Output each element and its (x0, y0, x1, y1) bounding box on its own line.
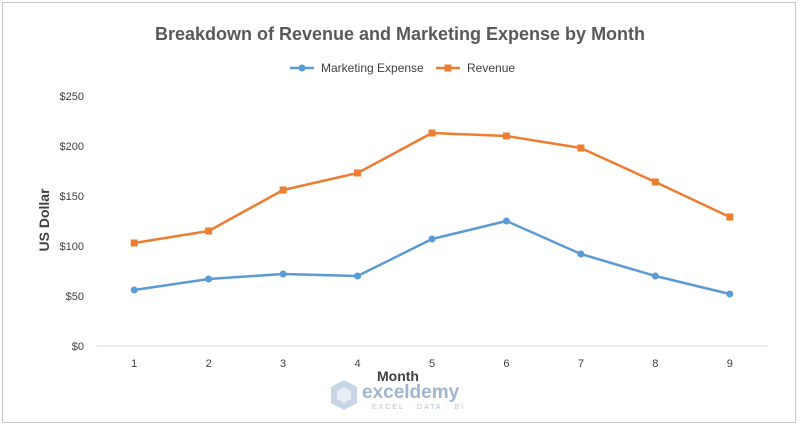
y-axis-ticks: $0 $50 $100 $150 $200 $250 (60, 91, 84, 353)
data-point-revenue[interactable] (502, 132, 510, 140)
data-point-marketing-expense[interactable] (130, 286, 138, 294)
data-point-marketing-expense[interactable] (577, 250, 585, 258)
x-tick-label: 3 (280, 358, 286, 370)
legend-item-revenue[interactable]: Revenue (436, 61, 515, 75)
x-axis-ticks: 1 2 3 4 5 6 7 8 9 (131, 358, 733, 370)
y-axis-label: US Dollar (36, 188, 52, 252)
y-tick-label: $50 (66, 291, 84, 303)
chart-title: Breakdown of Revenue and Marketing Expen… (155, 24, 645, 44)
x-tick-label: 9 (727, 358, 733, 370)
x-tick-label: 1 (131, 358, 137, 370)
x-tick-label: 2 (206, 358, 212, 370)
legend-item-marketing-expense[interactable]: Marketing Expense (290, 61, 424, 75)
data-point-revenue[interactable] (651, 178, 659, 186)
x-tick-label: 6 (503, 358, 509, 370)
data-point-revenue[interactable] (130, 239, 138, 247)
y-tick-label: $100 (60, 241, 84, 253)
data-point-revenue[interactable] (726, 213, 734, 221)
data-point-revenue[interactable] (428, 129, 436, 137)
data-point-marketing-expense[interactable] (502, 217, 510, 225)
x-tick-label: 8 (652, 358, 658, 370)
x-tick-label: 7 (578, 358, 584, 370)
legend-label-marketing-expense: Marketing Expense (321, 61, 424, 75)
legend-marker-revenue (444, 64, 452, 72)
data-point-marketing-expense[interactable] (651, 272, 659, 280)
watermark-tagline: EXCEL · DATA · BI (372, 404, 465, 411)
series-line-revenue (132, 131, 732, 245)
data-point-marketing-expense[interactable] (726, 290, 734, 298)
data-point-revenue[interactable] (205, 227, 213, 235)
data-point-marketing-expense[interactable] (354, 272, 362, 280)
legend-marker-marketing-expense (298, 64, 306, 72)
x-tick-label: 5 (429, 358, 435, 370)
watermark: exceldemy EXCEL · DATA · BI (331, 380, 465, 411)
exceldemy-logo-icon (331, 380, 357, 410)
chart-frame (2, 2, 796, 423)
series-revenue (130, 129, 734, 247)
watermark-name: exceldemy (362, 382, 460, 403)
x-tick-label: 4 (354, 358, 360, 370)
data-point-revenue[interactable] (354, 169, 362, 177)
y-tick-label: $150 (60, 191, 84, 203)
data-point-marketing-expense[interactable] (279, 270, 287, 278)
y-tick-label: $200 (60, 141, 84, 153)
series-layer (130, 129, 734, 298)
data-point-marketing-expense[interactable] (428, 235, 436, 243)
y-tick-label: $0 (72, 341, 84, 353)
series-line-marketing-expense (132, 219, 732, 296)
data-point-marketing-expense[interactable] (205, 275, 213, 283)
legend: Marketing Expense Revenue (290, 61, 515, 75)
x-axis-label: Month (377, 368, 419, 384)
series-marketing-expense (130, 217, 734, 298)
data-point-revenue[interactable] (279, 186, 287, 194)
legend-label-revenue: Revenue (467, 61, 515, 75)
y-tick-label: $250 (60, 91, 84, 103)
data-point-revenue[interactable] (577, 144, 585, 152)
